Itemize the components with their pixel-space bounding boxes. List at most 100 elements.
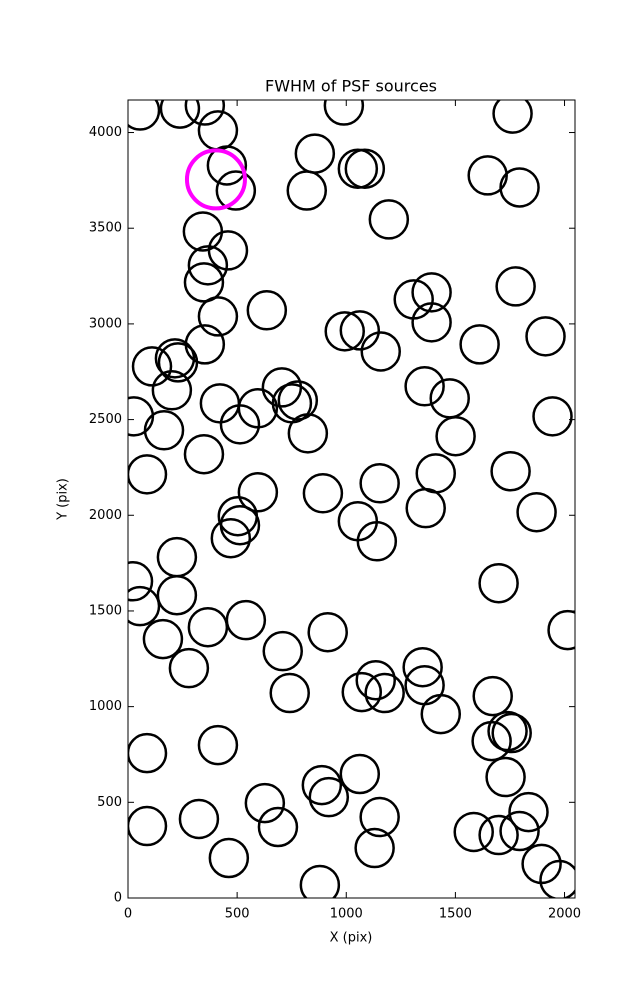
source-marker xyxy=(168,647,210,689)
source-marker xyxy=(364,672,405,714)
y-tick-label: 3500 xyxy=(89,221,122,236)
y-tick-label: 2000 xyxy=(89,508,122,523)
source-marker xyxy=(508,791,549,833)
source-marker xyxy=(246,290,288,331)
source-marker xyxy=(237,472,279,513)
source-marker xyxy=(157,342,199,383)
source-marker xyxy=(495,266,536,307)
x-tick-label: 2000 xyxy=(548,907,581,922)
source-marker xyxy=(156,536,198,578)
source-marker xyxy=(499,167,540,208)
source-marker xyxy=(359,796,400,838)
x-tick-label: 0 xyxy=(124,907,132,922)
source-marker xyxy=(197,110,239,151)
source-marker xyxy=(429,378,470,419)
source-marker xyxy=(178,798,220,840)
source-marker xyxy=(323,100,365,126)
source-marker xyxy=(187,606,229,648)
source-marker xyxy=(472,675,513,717)
y-tick-label: 2500 xyxy=(89,412,122,427)
source-marker xyxy=(337,148,379,189)
source-marker xyxy=(159,100,201,129)
source-marker xyxy=(420,693,462,735)
source-marker xyxy=(215,170,257,211)
source-marker xyxy=(499,810,540,852)
source-marker xyxy=(128,454,168,495)
source-marker xyxy=(182,211,224,252)
source-marker xyxy=(339,310,381,351)
source-marker xyxy=(368,199,410,240)
source-marker xyxy=(359,463,400,504)
source-marker xyxy=(467,155,508,196)
source-marker xyxy=(404,366,445,407)
x-tick-label: 500 xyxy=(225,907,250,922)
source-marker xyxy=(128,805,168,847)
source-marker xyxy=(490,451,531,492)
source-marker xyxy=(492,100,533,134)
source-marker xyxy=(356,521,398,562)
x-axis-label: X (pix) xyxy=(330,931,373,946)
source-marker xyxy=(324,311,365,352)
source-marker xyxy=(197,724,239,766)
source-marker xyxy=(532,396,573,437)
source-marker xyxy=(478,562,519,604)
source-marker xyxy=(547,609,575,651)
source-marker xyxy=(308,776,350,818)
source-marker xyxy=(199,383,241,424)
source-marker xyxy=(210,517,252,559)
source-marker xyxy=(244,782,286,824)
source-marker xyxy=(128,732,168,774)
source-marker xyxy=(183,433,225,475)
source-marker xyxy=(184,100,226,126)
source-marker xyxy=(485,756,526,798)
source-marker xyxy=(301,764,343,806)
source-marker xyxy=(299,864,341,898)
source-marker xyxy=(156,575,198,616)
source-marker xyxy=(183,262,225,303)
chart-title: FWHM of PSF sources xyxy=(265,77,437,96)
axes-frame xyxy=(127,99,576,899)
source-marker xyxy=(491,712,532,754)
source-marker xyxy=(339,753,381,795)
source-marker xyxy=(405,487,446,529)
source-marker xyxy=(459,324,500,365)
source-marker xyxy=(225,599,267,641)
source-marker xyxy=(262,630,303,672)
source-marker xyxy=(269,672,310,714)
source-marker xyxy=(487,710,528,752)
source-marker xyxy=(154,338,196,379)
source-marker xyxy=(128,561,154,602)
y-tick-label: 500 xyxy=(97,795,122,810)
source-marker xyxy=(539,859,575,898)
source-marker xyxy=(207,230,249,271)
source-marker xyxy=(341,671,383,713)
source-marker xyxy=(208,837,250,879)
source-marker xyxy=(287,413,329,454)
source-marker xyxy=(143,410,185,451)
x-tick-label: 1500 xyxy=(439,907,472,922)
source-marker xyxy=(206,145,248,186)
source-marker xyxy=(286,170,328,211)
source-marker xyxy=(128,585,161,627)
source-marker xyxy=(197,296,239,337)
source-marker xyxy=(435,415,476,457)
source-marker xyxy=(411,302,452,343)
y-tick-label: 0 xyxy=(114,891,122,906)
y-tick-label: 1000 xyxy=(89,699,122,714)
source-marker xyxy=(516,491,557,533)
y-tick-label: 4000 xyxy=(89,125,122,140)
source-marker xyxy=(344,148,386,189)
source-marker xyxy=(525,316,566,357)
y-axis-label: Y (pix) xyxy=(56,478,71,521)
source-marker xyxy=(187,245,229,286)
source-marker xyxy=(402,646,443,688)
source-marker xyxy=(237,388,279,429)
source-marker xyxy=(294,133,336,174)
source-marker xyxy=(302,473,344,514)
source-marker xyxy=(415,453,456,494)
source-marker xyxy=(478,814,519,856)
source-marker xyxy=(151,370,193,411)
y-tick-label: 3000 xyxy=(89,316,122,331)
source-marker xyxy=(142,618,184,660)
